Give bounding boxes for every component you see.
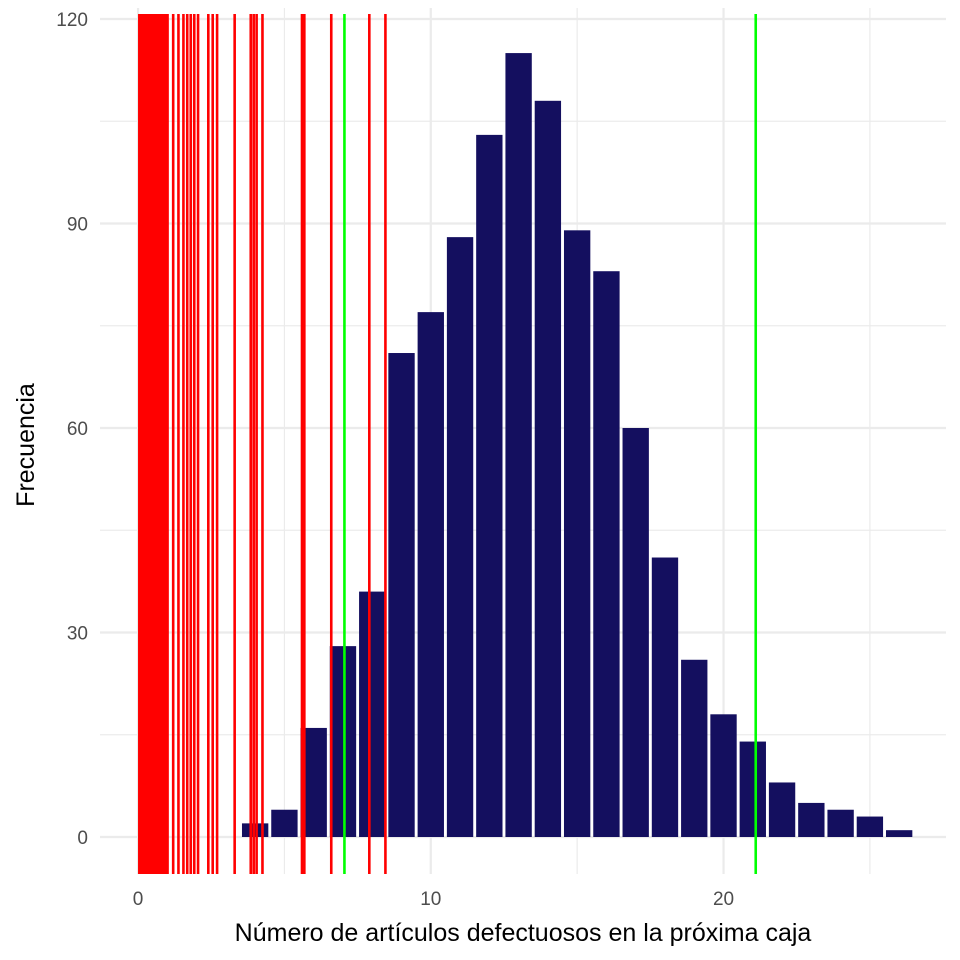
y-tick-label: 120 <box>56 10 88 31</box>
y-tick-label: 30 <box>67 624 88 645</box>
axis-tick-labels: 0 30 60 90 120 0 10 20 <box>56 10 734 910</box>
x-tick-label: 20 <box>713 889 734 910</box>
histogram-bar <box>593 271 620 837</box>
green-reference-lines <box>343 14 758 874</box>
histogram-bars <box>241 53 913 838</box>
x-tick-label: 0 <box>133 889 144 910</box>
histogram-bar <box>476 134 503 838</box>
histogram-bar <box>651 557 679 837</box>
red-reference-line-cluster <box>138 14 169 874</box>
y-tick-label: 90 <box>67 215 88 236</box>
y-tick-label: 60 <box>67 419 88 440</box>
histogram-bar <box>329 646 357 837</box>
histogram-bar <box>534 100 562 838</box>
red-reference-lines <box>138 14 387 874</box>
histogram-bar <box>359 591 386 837</box>
histogram-bar <box>798 802 825 837</box>
histogram-bar <box>710 714 737 837</box>
histogram-bar <box>681 659 708 837</box>
histogram-bar <box>388 353 415 837</box>
histogram-bar <box>739 741 766 837</box>
y-axis-title: Frecuencia <box>12 383 40 507</box>
histogram-bar <box>856 816 884 837</box>
histogram-bar <box>271 809 298 837</box>
histogram-bar <box>417 312 444 837</box>
x-axis-title: Número de artículos defectuosos en la pr… <box>235 919 812 947</box>
histogram-bar <box>768 782 796 837</box>
histogram-bar <box>563 230 591 838</box>
histogram-bar <box>885 830 913 837</box>
y-tick-label: 0 <box>77 828 88 849</box>
histogram-bar <box>446 237 474 838</box>
histogram-bar <box>505 53 532 838</box>
x-tick-label: 10 <box>420 889 441 910</box>
histogram-bar <box>622 428 649 837</box>
histogram-bar <box>827 809 854 837</box>
histogram-bar <box>241 823 269 837</box>
